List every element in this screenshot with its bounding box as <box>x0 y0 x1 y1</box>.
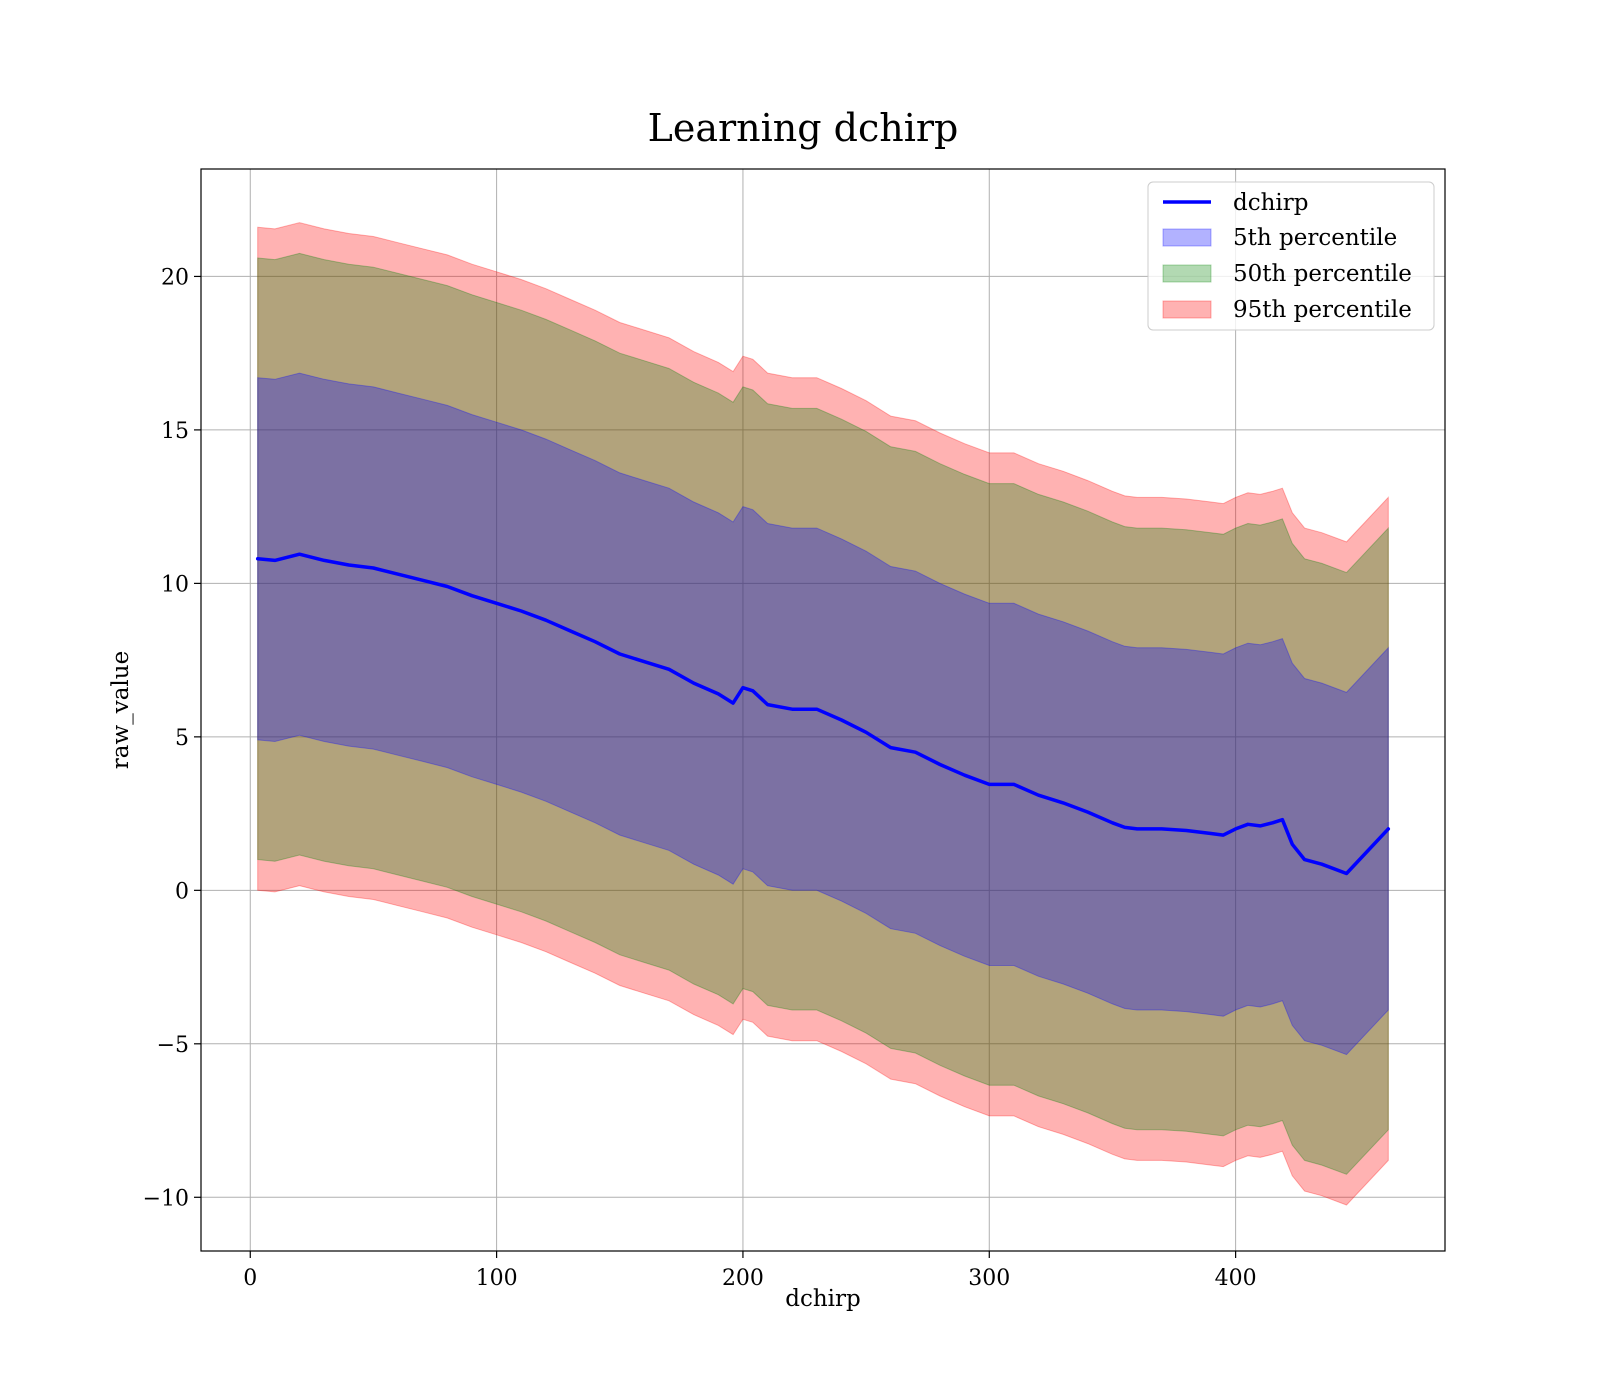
y-tick-label: 15 <box>161 419 189 444</box>
legend-box <box>1147 181 1435 331</box>
y-tick-label: −10 <box>143 1186 189 1211</box>
legend: dchirp 5th percentile 50th percentile 95th … <box>1147 181 1435 331</box>
y-tick-label: 0 <box>175 879 189 904</box>
line-layer <box>255 552 1391 876</box>
y-axis-label: raw_value <box>108 651 134 769</box>
y-tick-label: 5 <box>175 726 189 751</box>
legend-swatch <box>1162 264 1212 283</box>
band-5th-percentile <box>257 372 1389 1056</box>
x-tick-label: 400 <box>1215 1266 1257 1291</box>
y-axis-ticks: −10 −5 0 5 10 15 20 <box>143 265 201 1211</box>
line-dchirp <box>255 552 1391 876</box>
x-tick-label: 100 <box>476 1266 518 1291</box>
chart-title: Learning dchirp <box>648 106 959 150</box>
legend-label: 50th percentile <box>1233 261 1412 287</box>
x-tick-label: 0 <box>243 1266 257 1291</box>
legend-swatch <box>1162 300 1212 319</box>
x-axis-ticks: 0 100 200 300 400 <box>243 1251 1257 1291</box>
grid-layer <box>201 169 1445 1251</box>
x-tick-label: 200 <box>722 1266 764 1291</box>
legend-label: dchirp <box>1233 190 1309 216</box>
y-tick-label: 10 <box>161 572 189 597</box>
band-50th-percentile <box>257 252 1389 1175</box>
legend-swatch <box>1162 228 1212 247</box>
plot-area <box>200 168 1446 1252</box>
y-tick-label: 20 <box>161 265 189 290</box>
legend-items: dchirp 5th percentile 50th percentile 95th … <box>1162 190 1412 323</box>
band-layer <box>257 222 1389 1206</box>
legend-label: 5th percentile <box>1233 225 1397 251</box>
band-95th-percentile <box>257 222 1389 1206</box>
legend-label: 95th percentile <box>1233 297 1412 323</box>
x-tick-label: 300 <box>968 1266 1010 1291</box>
plot-frame <box>200 168 1446 1252</box>
x-axis-label: dchirp <box>785 1286 861 1312</box>
y-tick-label: −5 <box>157 1033 189 1058</box>
